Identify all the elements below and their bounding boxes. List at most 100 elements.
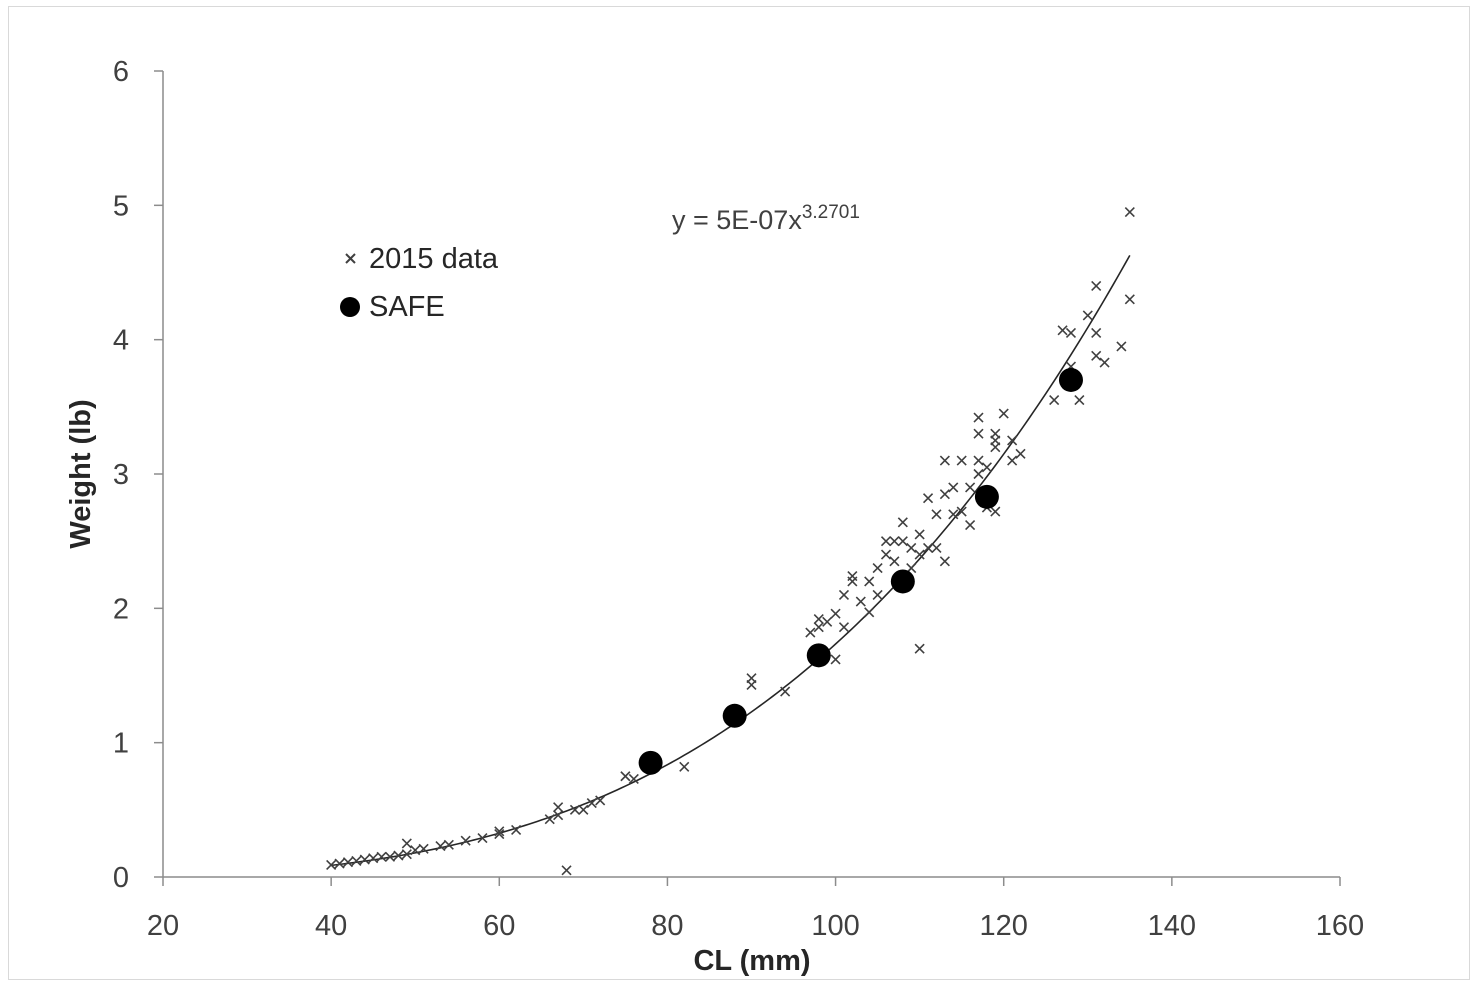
data-point-2015: [1074, 395, 1085, 406]
data-point-2015: [494, 828, 505, 840]
data-point-2015: [965, 519, 976, 531]
data-point-2015: [359, 854, 370, 865]
data-point-2015: [965, 482, 976, 493]
data-point-2015: [889, 536, 900, 547]
x-tick-label: 160: [1316, 910, 1364, 942]
x-tick-label: 120: [980, 910, 1028, 942]
data-point-2015: [1057, 325, 1068, 336]
data-point-2015: [460, 835, 471, 846]
data-point-2015: [1099, 357, 1110, 368]
data-point-2015: [914, 529, 925, 540]
data-point-2015: [973, 428, 984, 439]
y-tick-label: 3: [113, 459, 129, 491]
data-point-2015: [477, 832, 488, 844]
data-point-2015: [813, 622, 824, 633]
y-axis-ticks: 0 1 2 3 4 5 6: [113, 56, 163, 894]
data-point-2015: [990, 442, 1001, 453]
data-point-2015: [838, 589, 850, 600]
data-point-2015: [553, 810, 564, 821]
data-point-2015: [443, 839, 454, 850]
legend-circle-marker: [340, 297, 360, 317]
data-point-2015: [1124, 206, 1135, 218]
data-point-2015: [435, 841, 446, 852]
x-tick-label: 20: [147, 910, 179, 942]
x-tick-label: 60: [483, 910, 515, 942]
x-tick-label: 100: [811, 910, 859, 942]
equation-exponent: 3.2701: [802, 202, 860, 223]
data-point-2015: [880, 536, 892, 547]
data-point-2015: [973, 468, 984, 480]
legend-label-safe: SAFE: [369, 291, 445, 323]
data-point-2015: [880, 549, 892, 560]
trendline-equation: y = 5E-07x3.2701: [672, 202, 860, 235]
series-safe: [638, 367, 1083, 775]
y-tick-label: 4: [113, 325, 129, 357]
data-point-2015: [922, 493, 934, 504]
power-trendline: [331, 254, 1131, 867]
data-point-2015: [847, 571, 858, 582]
x-tick-label: 140: [1148, 910, 1196, 942]
data-point-2015: [990, 506, 1001, 517]
data-point-2015: [956, 506, 967, 517]
data-point-2015: [1091, 327, 1102, 339]
data-point-2015: [1015, 448, 1026, 459]
data-point-2015: [872, 562, 883, 574]
series-2015-data: [326, 206, 1135, 876]
data-point-2015: [1091, 350, 1102, 361]
data-point-2015: [1124, 294, 1135, 305]
data-point-2015: [914, 549, 925, 560]
data-point-2015: [1082, 310, 1093, 321]
data-point-safe: [722, 703, 747, 728]
data-point-2015: [948, 482, 959, 493]
data-point-2015: [628, 773, 639, 785]
equation-base: y = 5E-07x: [672, 205, 802, 235]
data-point-2015: [334, 858, 345, 869]
data-point-2015: [939, 489, 950, 500]
x-axis-ticks: 20 40 60 80 100 120 140 160: [147, 877, 1364, 942]
data-point-2015: [679, 761, 690, 772]
data-point-2015: [401, 838, 412, 849]
x-tick-label: 80: [651, 910, 683, 942]
data-point-2015: [368, 853, 379, 864]
data-point-2015: [813, 614, 824, 625]
data-point-2015: [838, 622, 850, 633]
data-point-2015: [939, 556, 950, 567]
data-point-2015: [864, 576, 875, 587]
legend-label-2015-data: 2015 data: [369, 243, 499, 275]
data-point-safe: [974, 484, 999, 509]
data-point-2015: [948, 509, 959, 520]
data-point-2015: [1091, 280, 1102, 291]
data-point-2015: [586, 798, 597, 809]
data-point-2015: [342, 857, 354, 868]
data-point-2015: [931, 542, 942, 553]
data-point-2015: [1007, 455, 1018, 466]
data-point-safe: [1058, 367, 1083, 392]
data-point-2015: [1065, 327, 1077, 339]
data-point-2015: [855, 596, 866, 607]
data-point-2015: [931, 509, 942, 520]
data-point-2015: [889, 556, 900, 567]
y-tick-label: 1: [113, 728, 129, 760]
data-point-2015: [569, 804, 581, 815]
axes: [162, 71, 1340, 878]
data-point-2015: [780, 686, 791, 697]
data-point-safe: [890, 569, 915, 594]
data-point-2015: [922, 542, 934, 553]
data-point-2015: [401, 849, 412, 860]
data-point-2015: [864, 607, 875, 618]
data-point-2015: [376, 851, 387, 862]
data-point-2015: [746, 673, 757, 684]
data-point-2015: [1049, 395, 1060, 406]
data-point-2015: [1007, 435, 1018, 446]
data-point-2015: [939, 455, 950, 466]
data-point-2015: [561, 865, 572, 876]
data-point-2015: [553, 802, 564, 813]
data-point-2015: [830, 654, 841, 665]
y-tick-label: 6: [113, 56, 129, 88]
y-tick-label: 2: [113, 593, 129, 625]
legend: 2015 data SAFE: [340, 243, 499, 323]
y-tick-label: 0: [113, 862, 129, 894]
data-point-2015: [620, 771, 631, 782]
y-axis-title: Weight (lb): [65, 399, 97, 548]
